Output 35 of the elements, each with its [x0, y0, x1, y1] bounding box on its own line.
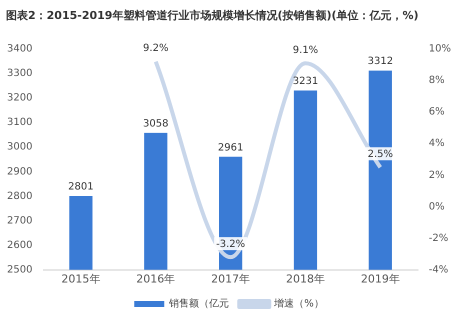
y2-tick-label: -2%: [428, 232, 448, 244]
y-tick-label: 2700: [6, 215, 32, 226]
data-label: 3058: [143, 118, 168, 130]
y2-tick-label: 0%: [428, 201, 445, 212]
x-tick-label: 2018年: [286, 272, 325, 286]
data-label: -3.2%: [216, 238, 246, 250]
y-tick-label: 2500: [6, 264, 32, 276]
y-tick-label: 3100: [6, 117, 32, 128]
y-tick-label: 3000: [6, 142, 32, 153]
data-label: 9.2%: [143, 43, 168, 54]
y2-tick-label: 2%: [428, 170, 445, 181]
x-tick-label: 2017年: [211, 272, 250, 286]
y2-tick-label: 4%: [428, 138, 445, 150]
data-label: 3231: [292, 76, 318, 88]
x-tick-label: 2015年: [61, 272, 100, 286]
data-label: 9.1%: [292, 44, 318, 56]
y2-tick-label: 6%: [428, 106, 445, 118]
x-tick-label: 2019年: [360, 272, 400, 286]
y2-tick-label: -4%: [428, 264, 448, 276]
y-tick-label: 2800: [6, 190, 32, 202]
x-tick-label: 2016年: [136, 272, 176, 286]
y-tick-label: 3300: [6, 68, 32, 80]
y-tick-label: 2900: [6, 166, 32, 178]
y-tick-label: 2600: [6, 240, 32, 251]
y2-tick-label: 10%: [428, 44, 452, 55]
data-label: 2961: [218, 142, 244, 154]
y-tick-label: 3200: [6, 92, 32, 104]
y2-tick-label: 8%: [428, 75, 445, 86]
data-label: 2.5%: [368, 148, 394, 160]
data-label: 3312: [368, 56, 394, 68]
chart-title: 图表2：2015-2019年塑料管道行业市场规模增长情况(按销售额)(单位：亿元，%): [5, 8, 420, 24]
y-tick-label: 3400: [6, 44, 32, 55]
data-label: 2801: [68, 182, 94, 193]
legend-label: 增速（%）: [273, 298, 324, 310]
legend-label: 销售额（亿元: [168, 298, 230, 310]
